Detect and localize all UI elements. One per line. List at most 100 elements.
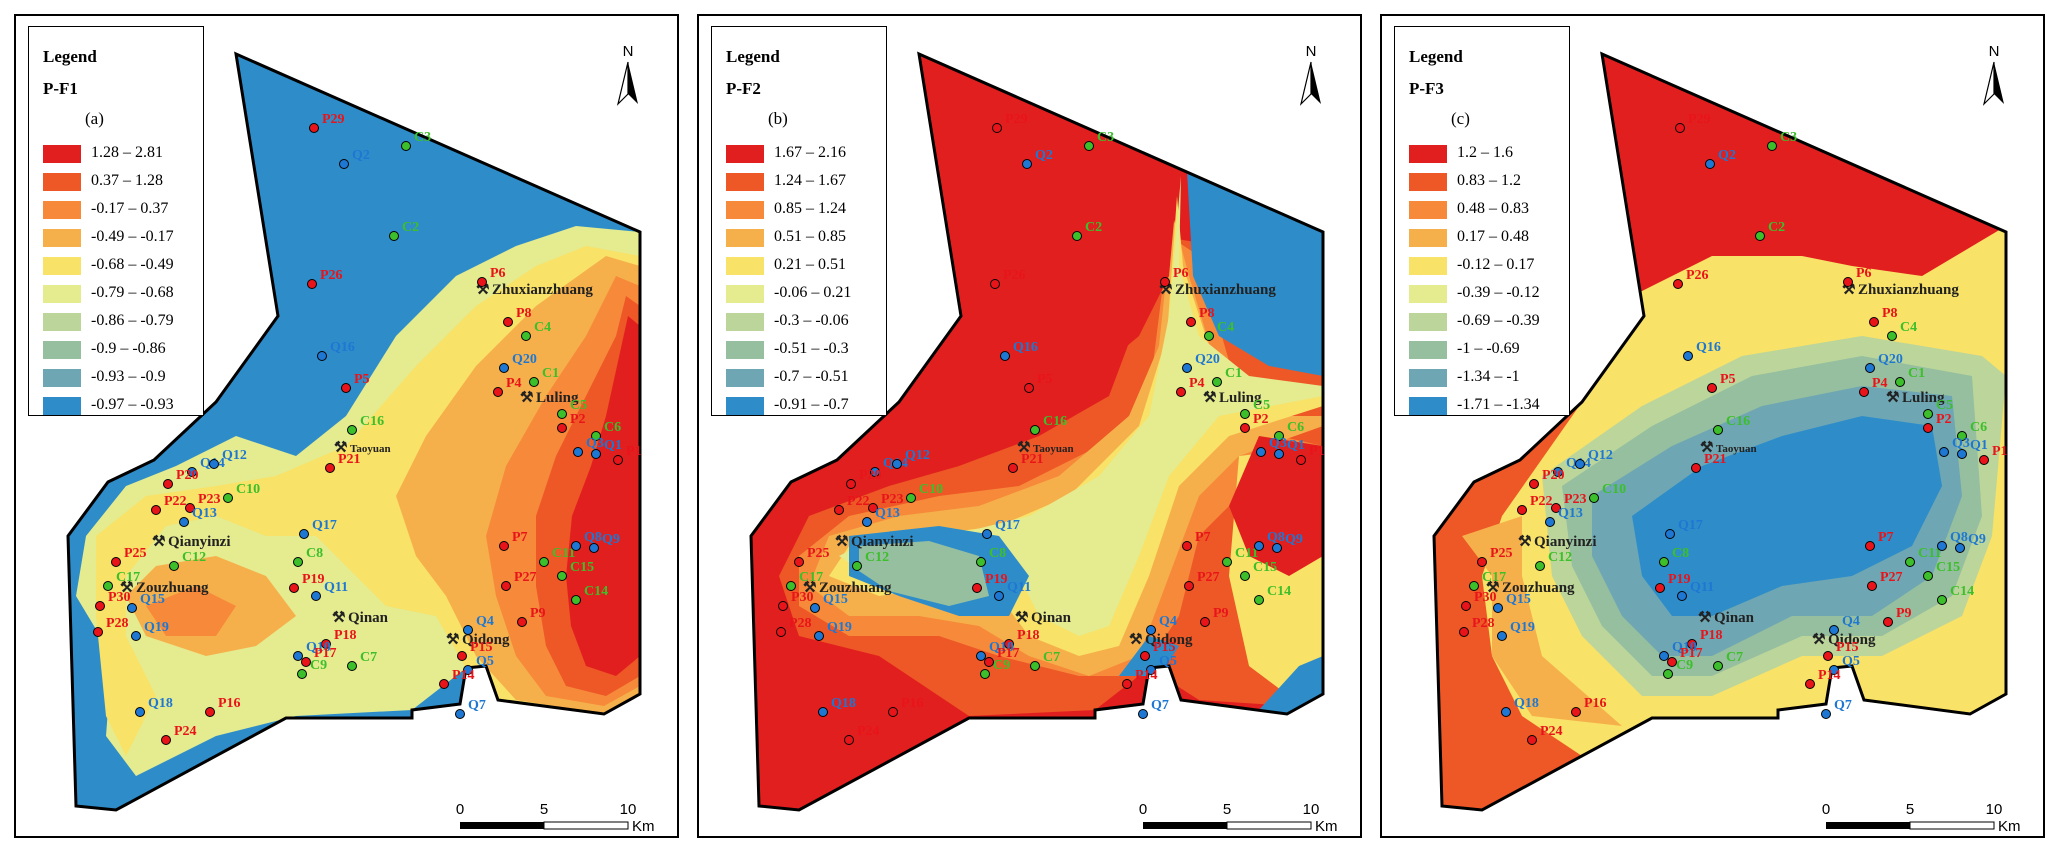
sample-label: C16	[1726, 414, 1750, 429]
legend-swatch	[43, 369, 81, 387]
sample-label: Q11	[324, 580, 348, 595]
sample-label: C14	[1267, 584, 1291, 599]
sample-point	[339, 159, 349, 169]
north-arrow-icon	[628, 62, 638, 104]
sample-label: P26	[320, 268, 343, 283]
town-label: Qidong	[462, 632, 510, 648]
sample-label: Q11	[1007, 580, 1031, 595]
sample-point	[1545, 517, 1555, 527]
sample-point	[499, 541, 509, 551]
sample-point	[1923, 571, 1933, 581]
sample-point	[1677, 591, 1687, 601]
map-panel-c: ⚒ Zhuxianzhuang ⚒ Luling ⚒ Taoyuan ⚒ Qianyinzi ⚒…	[1380, 14, 2045, 838]
sample-label: Q17	[995, 518, 1020, 533]
sample-label: Q18	[148, 696, 173, 711]
sample-point	[844, 735, 854, 745]
sample-label: P25	[1490, 546, 1513, 561]
scale-tick-label: 10	[1303, 801, 1320, 818]
sample-point	[401, 141, 411, 151]
legend-swatch	[726, 257, 764, 275]
legend-swatch	[1409, 369, 1447, 387]
sample-label: Q19	[144, 620, 169, 635]
contour-band-6	[566, 316, 640, 676]
scale-tick-label: 5	[1223, 801, 1231, 818]
sample-point	[1829, 665, 1839, 675]
sample-label: Q20	[1195, 352, 1220, 367]
map-panel-a: ⚒ Zhuxianzhuang ⚒ Luling ⚒ Taoyuan ⚒ Qianyinzi ⚒…	[14, 14, 679, 838]
sample-label: C12	[1548, 550, 1572, 565]
sample-point	[1274, 449, 1284, 459]
sample-label: Q18	[831, 696, 856, 711]
sample-point	[1821, 709, 1831, 719]
sample-point	[557, 423, 567, 433]
sample-point	[301, 657, 311, 667]
sample-point	[778, 601, 788, 611]
legend-swatch	[1409, 313, 1447, 331]
sample-point	[179, 517, 189, 527]
sample-point	[517, 617, 527, 627]
sample-label: P2	[1936, 412, 1952, 427]
north-label: N	[1306, 43, 1317, 60]
sample-label: P2	[1253, 412, 1269, 427]
sample-label: Q19	[827, 620, 852, 635]
mine-icon: ⚒	[1203, 390, 1217, 406]
sample-label: P22	[164, 494, 187, 509]
sample-point	[93, 627, 103, 637]
sample-label: P4	[1189, 376, 1205, 391]
sample-label: Q3	[1952, 436, 1970, 451]
sample-point	[1182, 541, 1192, 551]
sample-label: Q4	[1842, 614, 1860, 629]
sample-point	[151, 505, 161, 515]
sample-point	[477, 277, 487, 287]
mine-icon: ⚒	[446, 632, 460, 648]
sample-label: P15	[470, 640, 493, 655]
mine-icon: ⚒	[1698, 610, 1712, 626]
legend-range: 0.85 – 1.24	[774, 200, 846, 217]
legend-row: 0.51 – 0.85	[726, 227, 886, 249]
sample-point	[1553, 467, 1563, 477]
sample-label: C11	[1918, 546, 1941, 561]
sample-point	[1008, 463, 1018, 473]
legend-range: -0.06 – 0.21	[774, 284, 852, 301]
sample-point	[1663, 669, 1673, 679]
town-label: Luling	[1902, 390, 1945, 406]
legend-row: 0.37 – 1.28	[43, 171, 203, 193]
legend-swatch	[726, 173, 764, 191]
legend-swatch	[1409, 229, 1447, 247]
sample-label: C3	[1780, 130, 1797, 145]
sample-label: P15	[1836, 640, 1859, 655]
legend-row: -0.79 – -0.68	[43, 283, 203, 305]
sample-label: P28	[789, 616, 812, 631]
sample-point	[1575, 459, 1585, 469]
sample-point	[1274, 431, 1284, 441]
sample-label: C12	[182, 550, 206, 565]
sample-point	[321, 639, 331, 649]
sample-point	[111, 557, 121, 567]
sample-label: P29	[1005, 112, 1028, 127]
sample-label: Q12	[905, 448, 930, 463]
sample-label: C5	[570, 398, 587, 413]
sample-label: P27	[514, 570, 537, 585]
sample-point	[1497, 631, 1507, 641]
contour-band-5	[839, 176, 1323, 636]
legend-row: -0.17 – 0.37	[43, 199, 203, 221]
legend-range: 1.28 – 2.81	[91, 144, 163, 161]
sample-point	[976, 651, 986, 661]
sample-point	[1865, 541, 1875, 551]
contour-band-1	[1592, 54, 2006, 346]
sample-point	[1665, 529, 1675, 539]
sample-label: P19	[302, 572, 325, 587]
north-arrow-icon	[1994, 62, 2004, 104]
sample-label: P1	[1309, 444, 1325, 459]
sample-label: Q8	[1267, 530, 1285, 545]
sample-point	[818, 707, 828, 717]
sample-point	[1713, 661, 1723, 671]
sample-label: P23	[881, 492, 904, 507]
sample-label: Q20	[512, 352, 537, 367]
sample-label: C10	[236, 482, 260, 497]
sample-point	[457, 651, 467, 661]
legend-swatch	[43, 229, 81, 247]
sample-label: P20	[1542, 468, 1565, 483]
sample-label: C17	[116, 570, 140, 585]
sample-point	[868, 503, 878, 513]
